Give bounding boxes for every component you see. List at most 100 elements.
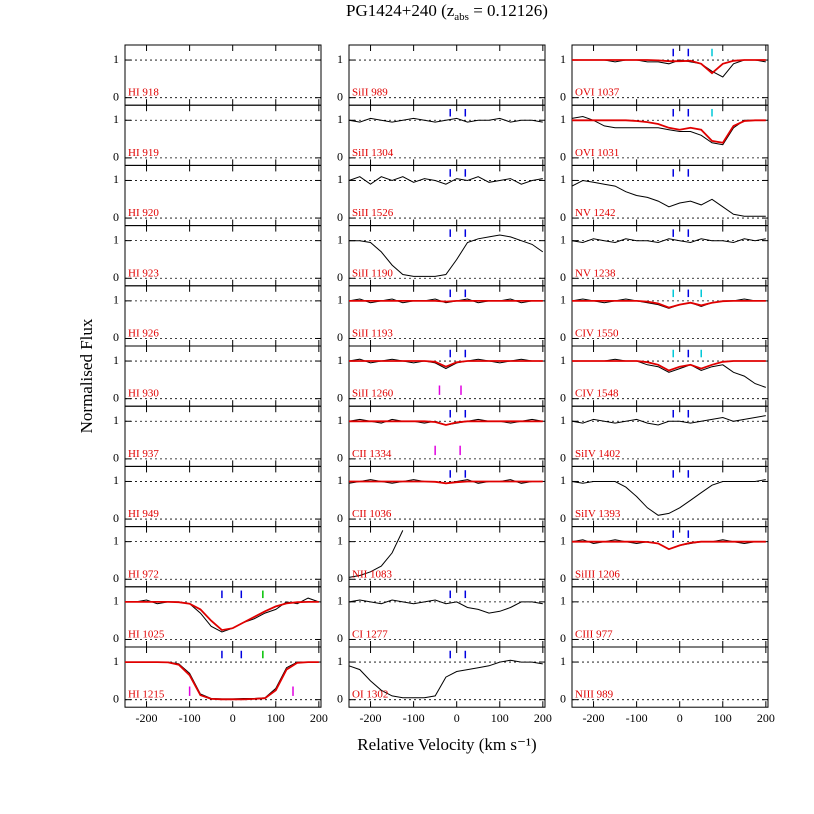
line-label: CIII 977: [575, 628, 613, 640]
line-label: HI 949: [128, 508, 159, 520]
y-tick-label: 0: [113, 451, 119, 465]
line-label: SiIV 1402: [575, 448, 620, 460]
x-tick-label: 0: [230, 711, 236, 725]
y-tick-label: 1: [560, 654, 566, 668]
line-label: SiII 1260: [352, 388, 394, 400]
line-label: HI 1215: [128, 689, 165, 701]
line-label: NV 1242: [575, 207, 615, 219]
x-tick-label: 100: [267, 711, 285, 725]
fit-line: [349, 480, 543, 485]
line-label: SiII 1190: [352, 267, 393, 279]
y-tick-label: 0: [337, 210, 343, 224]
y-tick-label: 0: [337, 631, 343, 645]
y-tick-label: 0: [337, 390, 343, 404]
title-sub: abs: [454, 11, 469, 23]
y-tick-label: 1: [337, 654, 343, 668]
flux-line: [348, 530, 404, 578]
y-tick-label: 1: [113, 654, 119, 668]
y-tick-label: 1: [337, 172, 343, 186]
y-tick-label: 0: [560, 270, 566, 284]
y-tick-label: 1: [560, 293, 566, 307]
y-tick-label: 0: [560, 210, 566, 224]
fit-line: [349, 300, 543, 303]
line-label: OVI 1037: [575, 87, 620, 99]
y-tick-label: 0: [337, 270, 343, 284]
y-tick-label: 0: [337, 330, 343, 344]
y-tick-label: 1: [337, 533, 343, 547]
y-tick-label: 0: [560, 511, 566, 525]
title-end: = 0.12126): [469, 1, 548, 20]
y-tick-label: 0: [113, 270, 119, 284]
y-tick-label: 1: [113, 533, 119, 547]
y-tick-label: 1: [337, 52, 343, 66]
fit-line: [125, 601, 319, 632]
y-tick-label: 0: [113, 571, 119, 585]
flux-line: [572, 358, 766, 388]
y-tick-label: 1: [560, 353, 566, 367]
y-tick-label: 1: [337, 473, 343, 487]
x-tick-label: 200: [757, 711, 775, 725]
flux-line: [572, 59, 766, 78]
y-tick-label: 1: [560, 413, 566, 427]
y-tick-label: 1: [113, 413, 119, 427]
line-label: HI 919: [128, 147, 159, 159]
y-tick-label: 1: [337, 413, 343, 427]
y-tick-label: 1: [560, 172, 566, 186]
line-label: HI 926: [128, 327, 159, 339]
y-tick-label: 1: [337, 112, 343, 126]
line-label: SiII 1193: [352, 327, 393, 339]
flux-line: [125, 597, 319, 633]
fit-line: [572, 300, 766, 309]
line-label: SiII 989: [352, 87, 388, 99]
line-label: NII 1083: [352, 568, 393, 580]
line-label: HI 1025: [128, 628, 165, 640]
flux-line: [349, 234, 544, 277]
x-tick-label: -200: [136, 711, 158, 725]
y-tick-label: 0: [560, 571, 566, 585]
y-tick-label: 1: [337, 232, 343, 246]
y-tick-label: 0: [337, 150, 343, 164]
line-label: SiIII 1206: [575, 568, 620, 580]
y-tick-label: 1: [113, 293, 119, 307]
flux-line: [571, 115, 766, 146]
line-label: CII 1036: [352, 508, 392, 520]
y-tick-label: 1: [113, 232, 119, 246]
fit-line: [349, 420, 543, 426]
y-tick-label: 0: [560, 390, 566, 404]
line-label: CIV 1550: [575, 327, 619, 339]
x-tick-label: 200: [534, 711, 552, 725]
line-label: HI 918: [128, 87, 159, 99]
line-label: HI 937: [128, 448, 159, 460]
y-tick-label: 1: [113, 112, 119, 126]
x-axis-label: Relative Velocity (km s⁻¹): [357, 735, 536, 754]
y-tick-label: 0: [560, 451, 566, 465]
fit-line: [125, 661, 319, 701]
y-tick-label: 0: [337, 571, 343, 585]
y-tick-label: 0: [337, 511, 343, 525]
line-label: SiII 1526: [352, 207, 394, 219]
flux-line: [571, 479, 766, 516]
line-label: CII 1334: [352, 448, 392, 460]
y-tick-label: 0: [113, 210, 119, 224]
fit-line: [572, 59, 766, 75]
flux-line: [571, 179, 766, 217]
line-label: NIII 989: [575, 689, 614, 701]
y-tick-label: 0: [337, 451, 343, 465]
line-label: HI 920: [128, 207, 159, 219]
line-label: HI 923: [128, 267, 159, 279]
y-tick-label: 1: [113, 594, 119, 608]
chart-title: PG1424+240 (zabs = 0.12126): [346, 1, 548, 23]
x-tick-label: -200: [583, 711, 605, 725]
y-tick-label: 1: [560, 594, 566, 608]
y-tick-label: 0: [337, 89, 343, 103]
panel-frame: [124, 646, 322, 708]
line-label: OI 1302: [352, 689, 388, 701]
x-tick-label: 0: [677, 711, 683, 725]
y-tick-label: 1: [337, 353, 343, 367]
panel-frame: [348, 646, 546, 708]
line-label: SiIV 1393: [575, 508, 621, 520]
y-tick-label: 0: [560, 631, 566, 645]
line-label: CIV 1548: [575, 388, 619, 400]
y-tick-label: 0: [113, 390, 119, 404]
